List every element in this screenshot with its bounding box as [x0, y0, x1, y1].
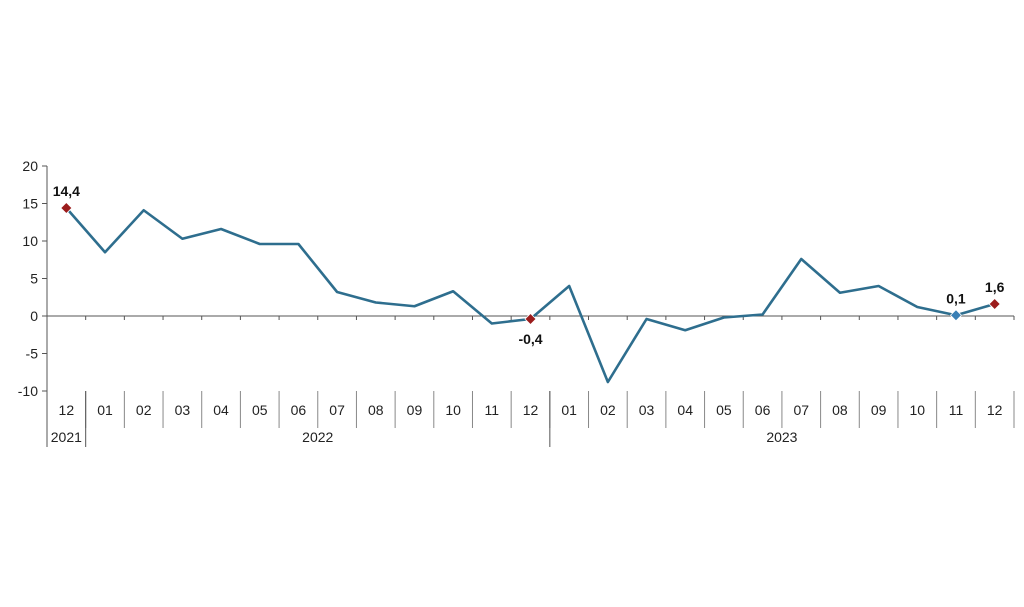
y-tick-label: 5 [30, 271, 38, 287]
x-tick-label: 01 [561, 402, 577, 418]
x-tick-label: 02 [136, 402, 152, 418]
x-tick-label: 10 [910, 402, 926, 418]
markers-group: 14,4 -0,4 0,1 1,6 [53, 183, 1005, 347]
x-tick-label: 06 [291, 402, 307, 418]
x-tick-label: 03 [175, 402, 191, 418]
x-tick-label: 07 [329, 402, 345, 418]
x-tick-label: 02 [600, 402, 616, 418]
x-tick-label: 12 [59, 402, 75, 418]
x-tick-label: 01 [97, 402, 113, 418]
data-marker [949, 309, 963, 322]
series-group [65, 207, 996, 384]
data-label: -0,4 [518, 331, 542, 347]
y-tick-label: -10 [18, 383, 38, 399]
data-label: 14,4 [53, 183, 80, 199]
x-tick-label: 11 [949, 402, 964, 418]
x-tick-label: 09 [871, 402, 887, 418]
data-marker [60, 201, 73, 215]
data-label: 1,6 [985, 279, 1005, 295]
data-marker [988, 297, 1001, 311]
y-tick-label: 15 [22, 196, 38, 212]
data-marker [524, 312, 537, 326]
x-tick-label: 12 [987, 402, 1003, 418]
y-tick-label: 0 [30, 308, 38, 324]
x-tick-label: 05 [716, 402, 732, 418]
x-tick-label: 07 [793, 402, 809, 418]
year-label: 2023 [766, 429, 797, 445]
year-label: 2022 [302, 429, 333, 445]
x-tick-label: 08 [368, 402, 384, 418]
series-line [65, 207, 996, 384]
x-tick-label: 03 [639, 402, 655, 418]
x-tick-label: 08 [832, 402, 848, 418]
x-tick-label: 06 [755, 402, 771, 418]
x-tick-label: 12 [523, 402, 539, 418]
x-axis: 12 01 02 03 04 05 06 07 08 09 10 11 12 01 02 03 04 05 06 07… [46, 315, 1015, 447]
y-tick-label: -5 [26, 346, 39, 362]
data-label: 0,1 [946, 290, 966, 306]
y-axis: 20 15 10 5 0 -5 -10 [18, 158, 48, 399]
x-tick-label: 05 [252, 402, 268, 418]
y-tick-label: 10 [22, 233, 38, 249]
x-tick-label: 09 [407, 402, 423, 418]
x-tick-label: 11 [485, 402, 500, 418]
year-label: 2021 [51, 429, 82, 445]
x-tick-label: 04 [213, 402, 229, 418]
x-tick-label: 10 [445, 402, 461, 418]
x-tick-label: 04 [677, 402, 693, 418]
y-tick-label: 20 [22, 158, 38, 174]
